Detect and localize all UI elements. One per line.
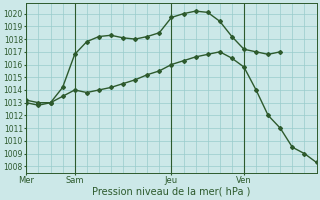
- X-axis label: Pression niveau de la mer( hPa ): Pression niveau de la mer( hPa ): [92, 187, 251, 197]
